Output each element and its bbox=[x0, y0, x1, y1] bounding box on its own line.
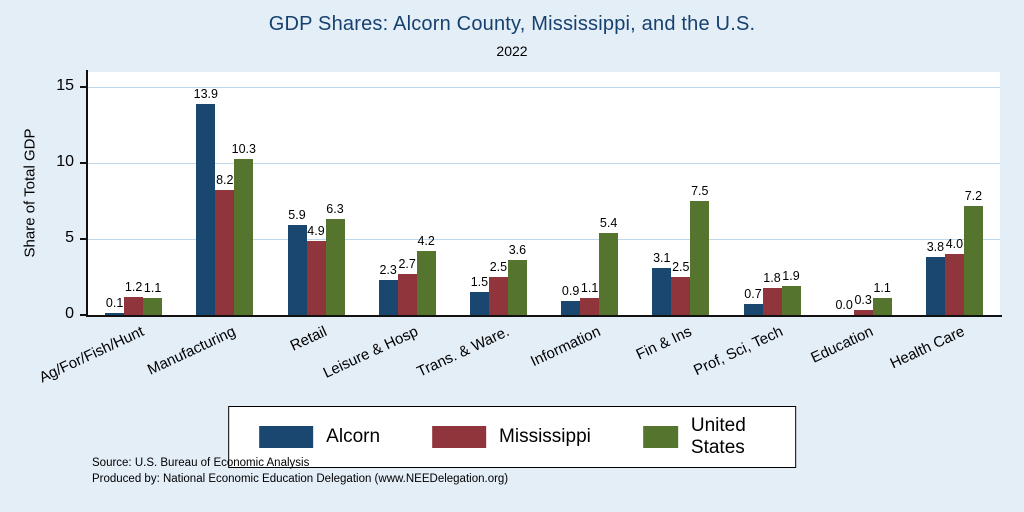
bar-mississippi bbox=[944, 254, 964, 315]
produced-by-line: Produced by: National Economic Education… bbox=[92, 472, 509, 485]
bar-mississippi bbox=[124, 296, 144, 315]
bar-alcorn bbox=[652, 267, 672, 315]
bar-value-label: 1.1 bbox=[580, 281, 599, 296]
bar-alcorn bbox=[925, 257, 945, 315]
bar-united-states bbox=[234, 158, 254, 315]
bar-value-label: 0.0 bbox=[835, 298, 853, 312]
bar-value-label: 2.7 bbox=[398, 256, 416, 271]
legend-entry: United States bbox=[642, 415, 765, 459]
bar-united-states bbox=[963, 205, 983, 315]
bar-alcorn bbox=[378, 280, 398, 315]
legend-label: Alcorn bbox=[326, 426, 381, 447]
bar-united-states bbox=[416, 251, 436, 315]
bar-value-label: 0.3 bbox=[854, 293, 872, 308]
y-tick-mark bbox=[80, 238, 87, 241]
bar-mississippi bbox=[671, 277, 691, 315]
x-axis-label: Prof, Sci, Tech bbox=[690, 323, 786, 380]
source-note: Source: U.S. Bureau of Economic Analysis… bbox=[92, 456, 508, 487]
x-axis-label: Fin & Ins bbox=[633, 323, 694, 364]
y-tick-label: 15 bbox=[56, 77, 74, 95]
bar-mississippi bbox=[762, 287, 782, 315]
bar-value-label: 1.2 bbox=[124, 279, 143, 294]
bar-united-states bbox=[781, 286, 801, 315]
bar-value-label: 10.3 bbox=[231, 141, 256, 156]
legend-swatch-mississippi bbox=[432, 426, 487, 448]
gridline bbox=[88, 239, 1000, 241]
bar-value-label: 3.6 bbox=[508, 243, 527, 258]
gridline bbox=[88, 87, 1000, 89]
bar-united-states bbox=[325, 219, 345, 315]
bar-value-label: 1.9 bbox=[782, 269, 800, 284]
bar-value-label: 2.3 bbox=[379, 263, 397, 278]
y-tick-mark bbox=[80, 86, 87, 89]
bar-united-states bbox=[507, 260, 527, 315]
x-axis-label: Manufacturing bbox=[144, 323, 238, 379]
bar-united-states bbox=[143, 298, 163, 315]
legend: Alcorn Mississippi United States bbox=[228, 406, 796, 468]
x-axis-label: Ag/For/Fish/Hunt bbox=[36, 323, 147, 387]
gridline bbox=[88, 163, 1000, 165]
bar-value-label: 1.1 bbox=[873, 281, 891, 296]
y-tick-label: 10 bbox=[56, 153, 74, 171]
chart-title: GDP Shares: Alcorn County, Mississippi, … bbox=[268, 13, 756, 35]
bar-value-label: 0.1 bbox=[105, 296, 124, 311]
chart-subtitle: 2022 bbox=[496, 43, 528, 59]
bar-alcorn bbox=[105, 313, 125, 315]
bar-value-label: 0.9 bbox=[561, 284, 580, 299]
bar-mississippi bbox=[306, 240, 326, 315]
bar-alcorn bbox=[196, 103, 216, 315]
bar-value-label: 7.2 bbox=[964, 188, 983, 203]
bar-value-label: 5.4 bbox=[599, 215, 618, 230]
bar-value-label: 7.5 bbox=[691, 184, 709, 199]
legend-label: Mississippi bbox=[499, 426, 591, 447]
bar-value-label: 6.3 bbox=[326, 202, 344, 217]
bar-value-label: 1.8 bbox=[763, 270, 781, 285]
bar-alcorn bbox=[287, 225, 307, 315]
bar-alcorn bbox=[561, 301, 581, 315]
bar-mississippi bbox=[488, 277, 508, 315]
bar-mississippi bbox=[215, 190, 235, 315]
bar-alcorn bbox=[743, 304, 763, 315]
bar-mississippi bbox=[397, 273, 417, 315]
x-axis-line bbox=[86, 315, 1002, 317]
y-tick-mark bbox=[80, 314, 87, 316]
bar-value-label: 4.0 bbox=[945, 237, 964, 252]
legend-entry: Alcorn bbox=[259, 426, 380, 448]
bar-value-label: 3.8 bbox=[926, 240, 945, 255]
x-axis-label: Retail bbox=[287, 323, 330, 355]
bar-value-label: 2.5 bbox=[489, 260, 508, 275]
bar-value-label: 1.1 bbox=[143, 281, 162, 296]
x-axis-label: Leisure & Hosp bbox=[320, 323, 421, 382]
x-axis-label: Trans. & Ware. bbox=[414, 323, 512, 381]
bar-united-states bbox=[599, 232, 619, 315]
bar-mississippi bbox=[853, 310, 873, 315]
bar-alcorn bbox=[469, 292, 489, 315]
legend-label: United States bbox=[690, 415, 746, 458]
y-tick-label: 5 bbox=[65, 229, 74, 247]
x-axis-label: Health Care bbox=[887, 323, 968, 373]
bar-value-label: 4.9 bbox=[307, 223, 325, 238]
x-axis-label: Information bbox=[527, 323, 603, 371]
x-axis-label: Education bbox=[808, 323, 877, 367]
bar-value-label: 3.1 bbox=[653, 250, 671, 265]
bar-mississippi bbox=[580, 298, 600, 315]
y-axis-line bbox=[86, 70, 88, 317]
bar-value-label: 13.9 bbox=[193, 86, 218, 101]
source-line: Source: U.S. Bureau of Economic Analysis bbox=[92, 457, 310, 469]
bar-value-label: 5.9 bbox=[288, 208, 306, 223]
bar-value-label: 0.7 bbox=[744, 287, 762, 302]
bar-value-label: 2.5 bbox=[672, 260, 690, 275]
bar-value-label: 4.2 bbox=[417, 234, 435, 249]
bar-united-states bbox=[690, 201, 710, 315]
legend-swatch-alcorn bbox=[259, 426, 314, 448]
y-tick-mark bbox=[80, 162, 87, 165]
legend-entry: Mississippi bbox=[432, 426, 591, 448]
legend-swatch-united-states bbox=[642, 426, 678, 448]
bar-value-label: 1.5 bbox=[470, 275, 489, 290]
bar-united-states bbox=[872, 298, 892, 315]
bar-value-label: 8.2 bbox=[216, 173, 234, 188]
y-tick-label: 0 bbox=[65, 305, 74, 322]
